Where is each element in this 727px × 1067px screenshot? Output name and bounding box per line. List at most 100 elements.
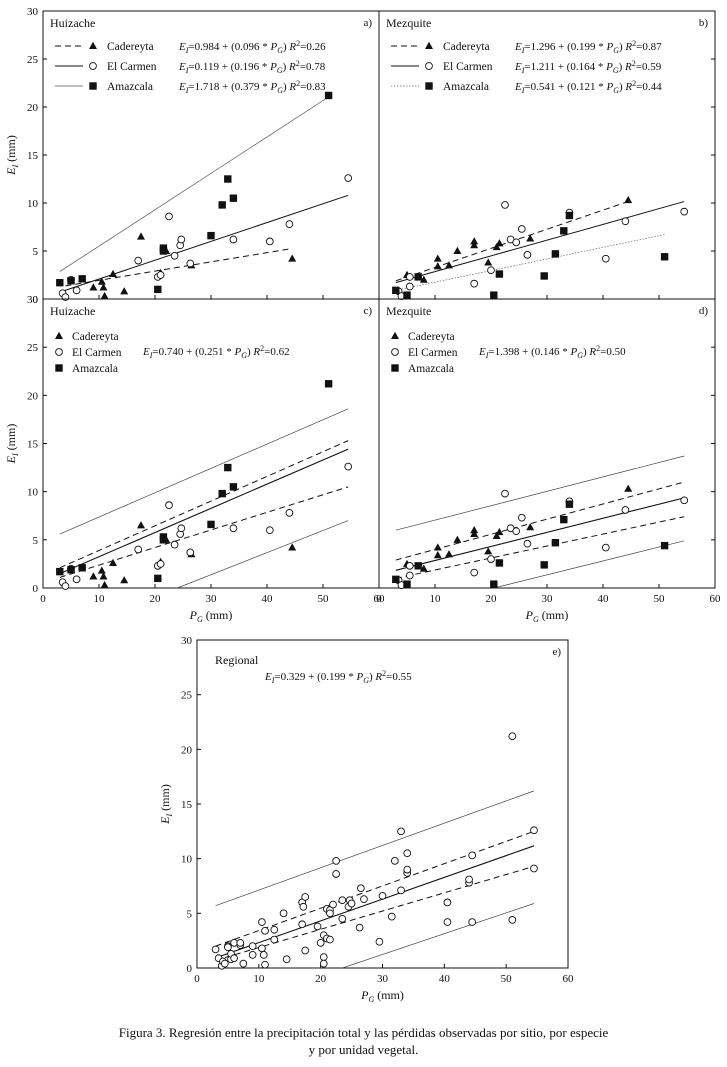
- point-observed: [259, 951, 268, 959]
- point-el-carmen: [487, 555, 495, 563]
- point-el-carmen: [344, 462, 353, 471]
- point-el-carmen: [523, 250, 532, 259]
- point-cadereyta: [526, 523, 535, 531]
- legend-marker-cadereyta: [425, 41, 433, 49]
- point-cadereyta: [495, 239, 504, 247]
- point-cadereyta: [97, 566, 106, 574]
- point-cadereyta: [453, 535, 462, 543]
- point-observed: [301, 946, 310, 955]
- point-amazcala: [660, 253, 669, 261]
- point-amazcala: [551, 539, 560, 547]
- x-tick-label: 60: [563, 973, 575, 985]
- legend: Cadereyta El Carmen Amazcala: [391, 331, 458, 375]
- point-amazcala: [660, 541, 669, 550]
- legend-equation-cadereyta: EI​=1.296 + (0.199 * PG​) R2​=0.87: [514, 39, 662, 55]
- legend-marker-el-carmen: [425, 62, 433, 70]
- prediction-band-lower: [177, 520, 349, 588]
- point-el-carmen: [405, 273, 414, 281]
- point-el-carmen: [186, 259, 195, 268]
- x-tick-label: 20: [150, 593, 162, 605]
- legend-marker-amazcala: [89, 82, 97, 90]
- point-observed: [261, 926, 269, 935]
- point-amazcala: [67, 277, 75, 285]
- point-amazcala: [56, 278, 64, 287]
- point-amazcala: [490, 580, 498, 588]
- x-tick-label: 60: [710, 593, 722, 605]
- point-el-carmen: [134, 256, 143, 265]
- point-cadereyta: [470, 529, 479, 538]
- point-observed: [403, 849, 412, 858]
- point-observed: [508, 732, 517, 741]
- point-observed: [530, 826, 538, 835]
- y-tick-label: 30: [27, 6, 39, 18]
- fit-line-cadereyta: [65, 248, 290, 287]
- point-cadereyta: [288, 254, 297, 262]
- legend-equation-el-carmen: EI​=1.211 + (0.164 * PG​) R2​=0.59: [514, 59, 662, 75]
- legend-marker-cadereyta: [89, 41, 97, 49]
- y-tick-label: 15: [27, 150, 39, 162]
- x-tick-label: 50: [501, 973, 513, 985]
- point-observed: [465, 875, 473, 884]
- point-observed: [224, 943, 232, 952]
- y-tick-label: 25: [27, 342, 39, 354]
- x-tick-label: 20: [486, 593, 498, 605]
- point-amazcala: [565, 211, 574, 220]
- confidence-band-lower: [215, 865, 535, 961]
- y-tick-label: 25: [27, 54, 39, 66]
- legend: Cadereyta El Carmen Amazcala: [55, 331, 122, 375]
- point-cadereyta: [470, 241, 479, 249]
- point-observed: [270, 925, 279, 934]
- y-tick-label: 5: [33, 246, 39, 258]
- point-cadereyta: [100, 580, 109, 589]
- point-observed: [319, 959, 328, 968]
- point-observed: [357, 884, 365, 893]
- point-observed: [319, 953, 328, 961]
- regression-line: [59, 448, 349, 575]
- x-tick-label: 0: [194, 973, 200, 985]
- point-el-carmen: [470, 568, 479, 577]
- point-observed: [230, 954, 238, 963]
- point-observed: [313, 922, 322, 931]
- site-name: Huizache: [50, 16, 95, 30]
- point-el-carmen: [487, 266, 495, 275]
- point-observed: [338, 914, 347, 923]
- y-tick-label: 10: [27, 198, 39, 210]
- point-observed: [239, 959, 248, 968]
- point-amazcala: [560, 227, 568, 235]
- point-el-carmen: [621, 506, 630, 514]
- point-observed: [279, 909, 288, 918]
- point-el-carmen: [680, 496, 689, 505]
- point-cadereyta: [445, 261, 453, 269]
- point-amazcala: [229, 483, 238, 491]
- y-axis-label: EI (mm): [4, 135, 20, 176]
- point-observed: [338, 896, 347, 905]
- point-el-carmen: [61, 582, 70, 590]
- point-cadereyta: [526, 234, 535, 242]
- panel-d: 0 10 20 30 40 50 60 PG (mm) d) Mezquite Cadereyta E…: [376, 298, 722, 624]
- legend-label-cadereyta: Cadereyta: [408, 331, 455, 343]
- point-el-carmen: [156, 271, 165, 279]
- point-observed: [261, 960, 269, 969]
- point-amazcala: [78, 275, 86, 283]
- legend-label-amazcala: Amazcala: [443, 81, 489, 93]
- legend-label-cadereyta: Cadereyta: [443, 41, 490, 53]
- legend-equation-amazcala: EI​=1.718 + (0.379 * PG​) R2​=0.83: [178, 79, 326, 95]
- legend-marker-amazcala: [391, 364, 399, 372]
- point-el-carmen: [72, 286, 81, 295]
- y-tick-label: 5: [187, 908, 193, 920]
- point-amazcala: [403, 580, 411, 588]
- point-el-carmen: [186, 548, 195, 557]
- point-el-carmen: [229, 524, 238, 533]
- point-el-carmen: [601, 254, 610, 263]
- y-axis-label: EI (mm): [4, 424, 20, 465]
- point-el-carmen: [177, 235, 186, 244]
- legend-marker-el-carmen: [55, 348, 63, 356]
- point-cadereyta: [433, 262, 442, 270]
- y-tick-label: 5: [33, 535, 39, 547]
- point-amazcala: [218, 201, 226, 209]
- point-observed: [443, 918, 452, 926]
- point-cadereyta: [288, 543, 297, 551]
- data-points: [392, 484, 689, 589]
- y-tick-label: 30: [27, 294, 39, 306]
- plot-frame: [42, 10, 380, 300]
